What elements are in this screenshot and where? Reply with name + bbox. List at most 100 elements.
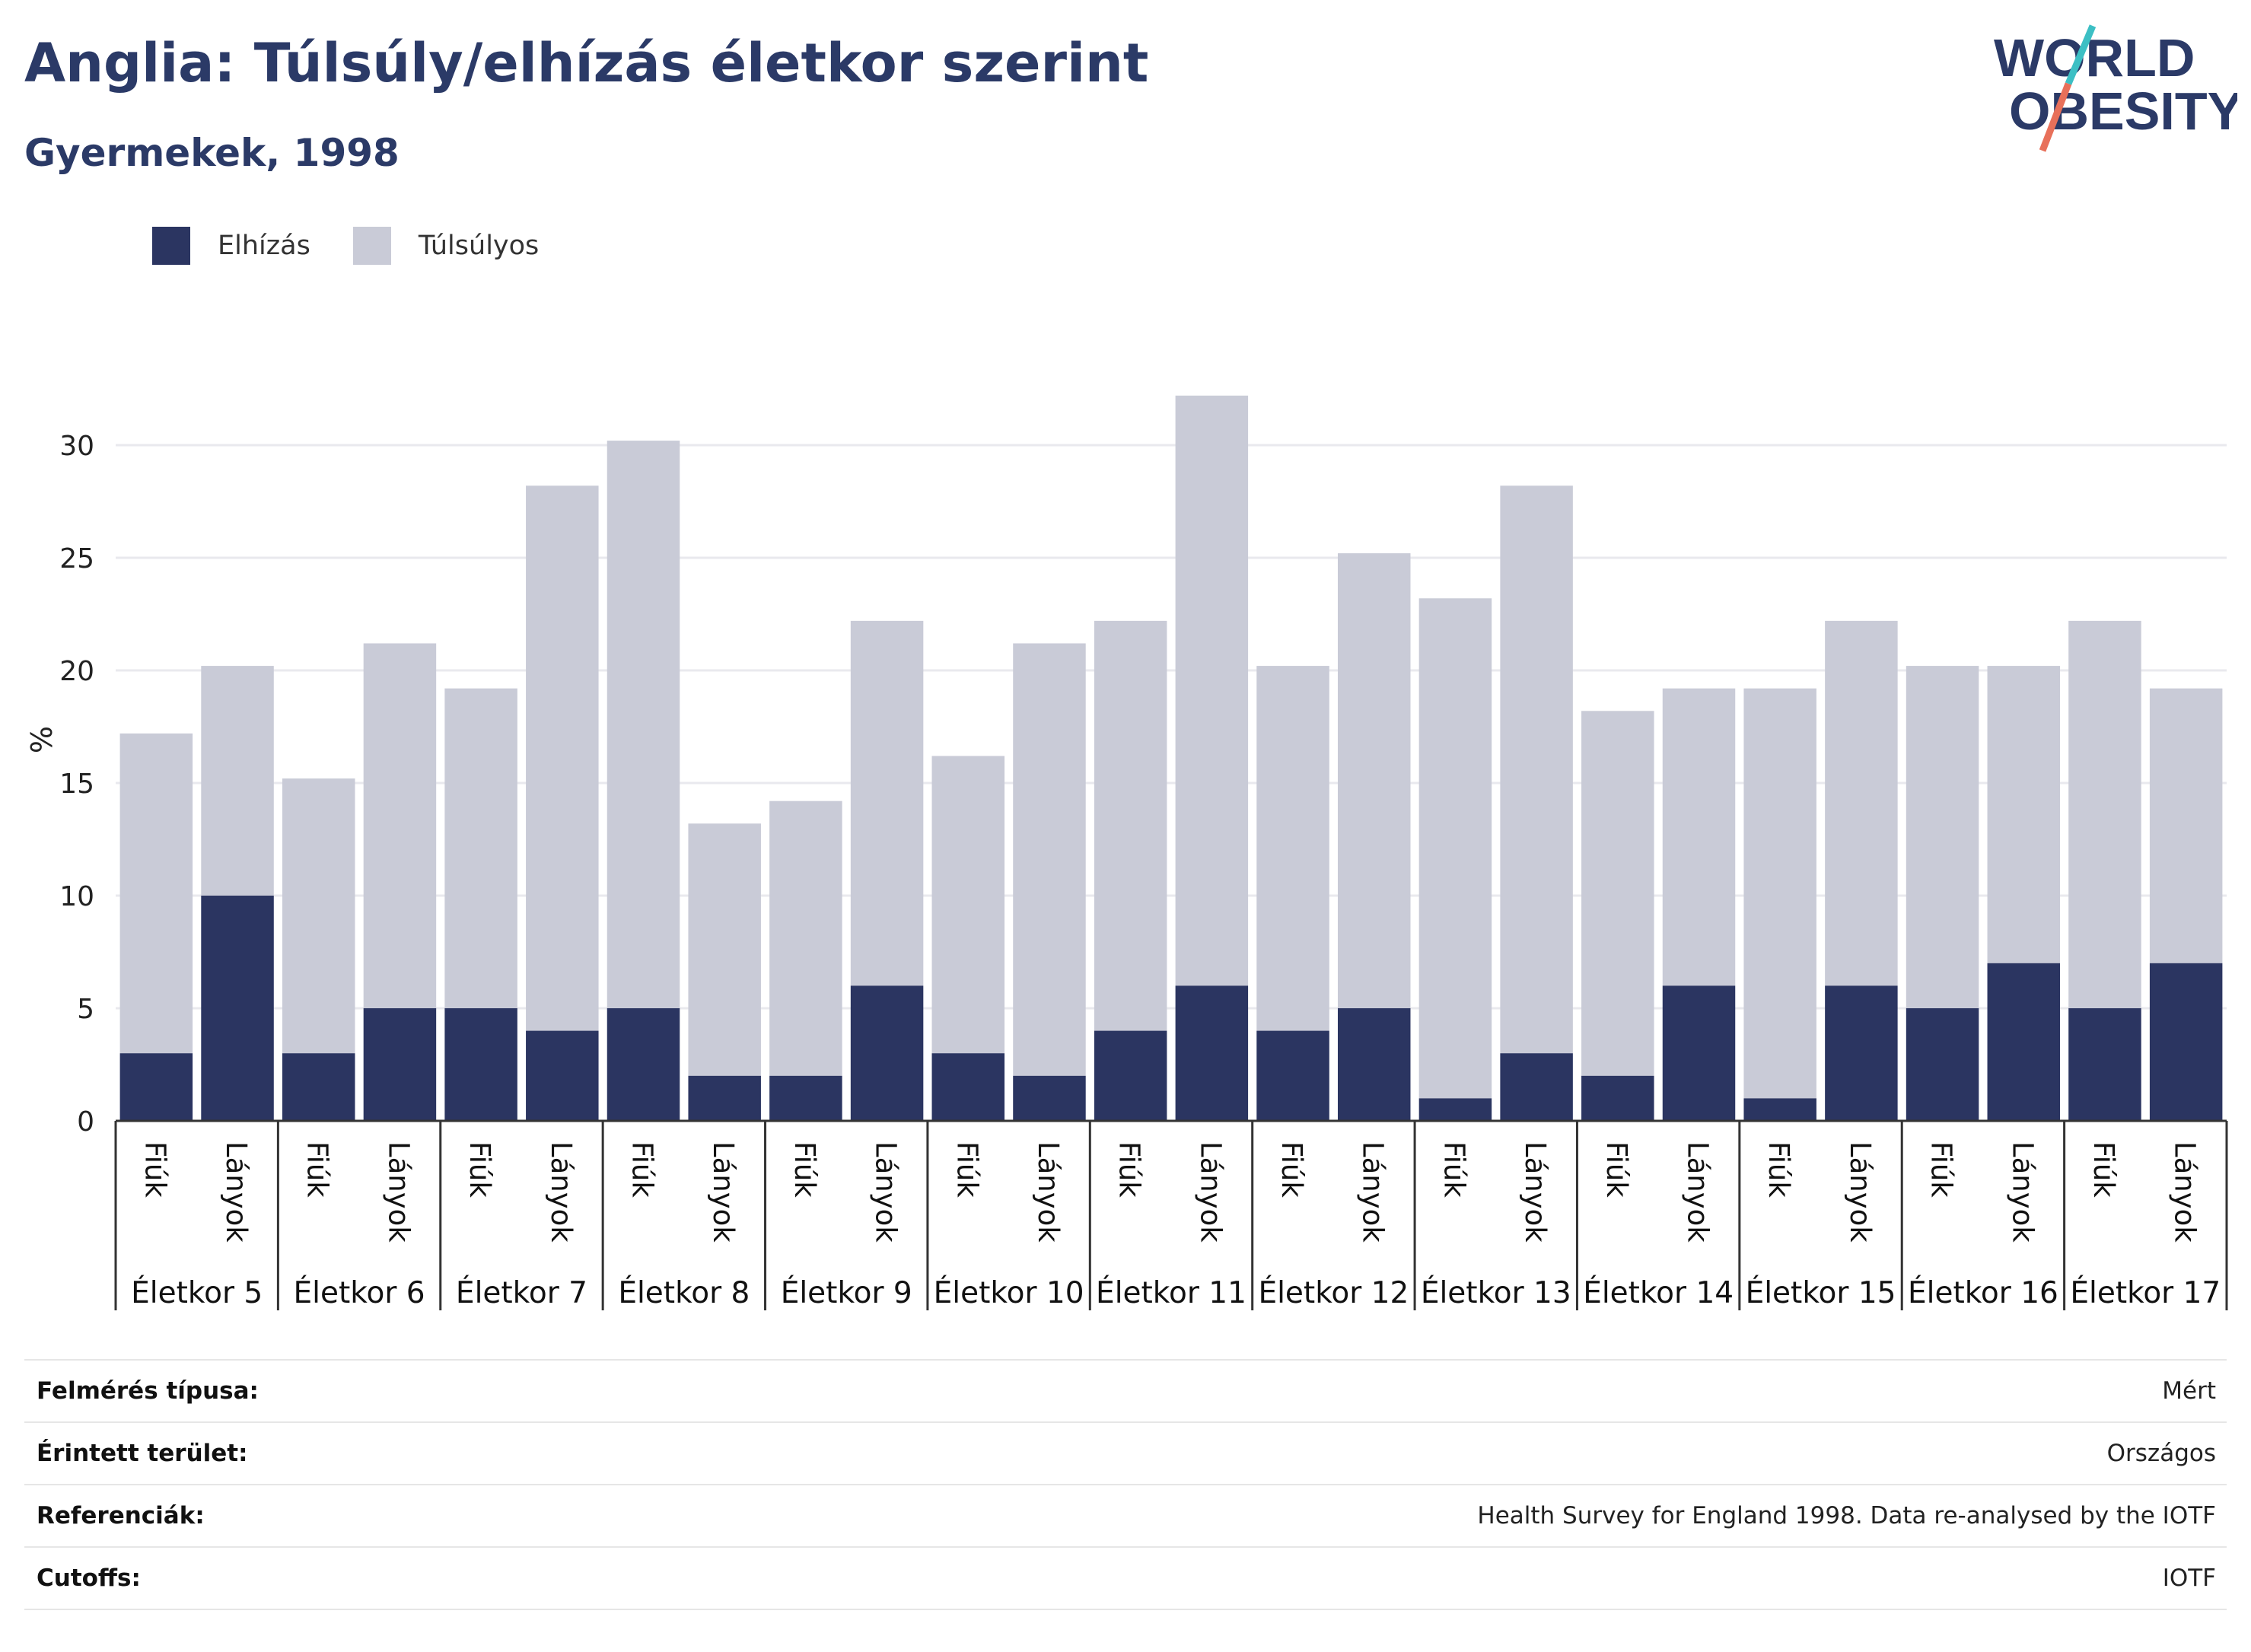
x-group-label: Életkor 16 (1908, 1275, 2058, 1310)
x-group-label: Életkor 8 (618, 1275, 750, 1310)
x-subcategory-label: Fiúk (1600, 1141, 1633, 1198)
x-subcategory-label: Lányok (707, 1141, 740, 1243)
x-subcategory-label: Fiúk (463, 1141, 496, 1198)
bar-tulsulyos (282, 778, 355, 1054)
bar-tulsulyos (1094, 620, 1167, 1031)
info-label: Referenciák: (37, 1502, 205, 1529)
bar-elhizas (1175, 985, 1249, 1121)
x-subcategory-label: Fiúk (138, 1141, 171, 1198)
legend-swatch-tulsulyos (352, 227, 391, 265)
bar-tulsulyos (688, 823, 761, 1076)
bar-tulsulyos (850, 620, 924, 986)
info-label: Cutoffs: (37, 1564, 141, 1592)
legend-item-tulsulyos[interactable]: Túlsúlyos (352, 227, 540, 265)
y-tick-label: 25 (59, 543, 94, 575)
x-group-label: Életkor 7 (456, 1275, 587, 1310)
legend-item-elhizas[interactable]: Elhízás (152, 227, 310, 265)
x-group-label: Életkor 5 (131, 1275, 263, 1310)
x-group-label: Életkor 14 (1583, 1275, 1734, 1310)
x-subcategory-label: Lányok (1357, 1141, 1390, 1243)
x-subcategory-label: Lányok (545, 1141, 578, 1243)
x-group-label: Életkor 13 (1421, 1275, 1571, 1310)
bar-elhizas (1094, 1030, 1167, 1121)
y-tick-label: 5 (77, 994, 94, 1025)
chart-subtitle: Gyermekek, 1998 (24, 131, 400, 175)
bar-tulsulyos (1013, 643, 1086, 1076)
info-row: Felmérés típusa: Mért (24, 1361, 2227, 1423)
y-tick-label: 20 (59, 656, 94, 687)
bar-elhizas (607, 1008, 680, 1121)
bar-tulsulyos (1581, 711, 1654, 1076)
x-group-label: Életkor 9 (781, 1275, 912, 1310)
bar-tulsulyos (1418, 598, 1492, 1099)
info-value: Health Survey for England 1998. Data re-… (1477, 1502, 2216, 1529)
legend-label-tulsulyos: Túlsúlyos (418, 231, 540, 261)
x-subcategory-label: Fiúk (1275, 1141, 1308, 1198)
x-subcategory-label: Lányok (1519, 1141, 1552, 1243)
bar-elhizas (201, 896, 274, 1121)
bar-tulsulyos (1743, 688, 1816, 1099)
bar-elhizas (1418, 1098, 1492, 1121)
bar-tulsulyos (526, 485, 599, 1031)
bar-tulsulyos (769, 801, 842, 1076)
chart-legend: Elhízás Túlsúlyos (152, 224, 581, 267)
x-subcategory-label: Fiúk (2087, 1141, 2120, 1198)
bar-elhizas (1500, 1053, 1573, 1121)
x-subcategory-label: Fiúk (950, 1141, 983, 1198)
info-row: Referenciák: Health Survey for England 1… (24, 1485, 2227, 1548)
x-subcategory-label: Lányok (2006, 1141, 2039, 1243)
bar-elhizas (1256, 1030, 1329, 1121)
x-subcategory-label: Fiúk (1438, 1141, 1470, 1198)
bar-elhizas (119, 1053, 193, 1121)
x-subcategory-label: Fiúk (626, 1141, 659, 1198)
x-group-label: Életkor 12 (1258, 1275, 1409, 1310)
bar-tulsulyos (201, 666, 274, 896)
bar-tulsulyos (931, 756, 1005, 1054)
bar-elhizas (769, 1075, 842, 1121)
bar-tulsulyos (1662, 688, 1736, 986)
bar-tulsulyos (363, 643, 437, 1008)
info-value: Országos (2106, 1440, 2216, 1467)
info-label: Felmérés típusa: (37, 1377, 259, 1405)
legend-label-elhizas: Elhízás (218, 231, 310, 261)
bar-tulsulyos (119, 733, 193, 1054)
bar-elhizas (1662, 985, 1736, 1121)
info-table: Felmérés típusa: Mért Érintett terület: … (24, 1359, 2227, 1610)
bar-elhizas (688, 1075, 761, 1121)
x-subcategory-label: Fiúk (1113, 1141, 1146, 1198)
bar-elhizas (2149, 963, 2223, 1121)
bar-elhizas (1337, 1008, 1411, 1121)
x-subcategory-label: Fiúk (1925, 1141, 1958, 1198)
y-axis-label: % (25, 726, 59, 753)
x-group-label: Életkor 17 (2070, 1275, 2221, 1310)
x-subcategory-label: Lányok (1844, 1141, 1877, 1243)
bar-elhizas (363, 1008, 437, 1121)
logo-text-world: WORLD (1994, 28, 2195, 88)
x-subcategory-label: Lányok (1194, 1141, 1227, 1243)
bar-tulsulyos (1906, 666, 1979, 1008)
info-value: Mért (2162, 1377, 2216, 1405)
info-row: Cutoffs: IOTF (24, 1548, 2227, 1610)
info-label: Érintett terület: (37, 1440, 248, 1467)
x-subcategory-label: Lányok (2169, 1141, 2202, 1243)
bar-elhizas (1013, 1075, 1086, 1121)
bar-elhizas (526, 1030, 599, 1121)
bar-elhizas (1581, 1075, 1654, 1121)
y-tick-label: 0 (77, 1106, 94, 1138)
bar-tulsulyos (1175, 395, 1249, 986)
y-tick-label: 15 (59, 769, 94, 800)
x-group-label: Életkor 6 (294, 1275, 425, 1310)
y-tick-label: 30 (59, 431, 94, 462)
logo-slash-top (2065, 24, 2097, 85)
bar-elhizas (1906, 1008, 1979, 1121)
bar-tulsulyos (1500, 485, 1573, 1054)
bar-tulsulyos (444, 688, 517, 1008)
bar-tulsulyos (1337, 553, 1411, 1008)
bar-elhizas (850, 985, 924, 1121)
legend-swatch-elhizas (152, 227, 190, 265)
x-subcategory-label: Fiúk (1762, 1141, 1795, 1198)
x-group-label: Életkor 10 (934, 1275, 1084, 1310)
stacked-bar-chart: 0 5 10 15 20 25 30% Fiúk Lányok Fiúk Lányok Fiúk Lán… (25, 395, 2228, 1310)
bar-tulsulyos (607, 441, 680, 1008)
y-tick-label: 10 (59, 881, 94, 912)
